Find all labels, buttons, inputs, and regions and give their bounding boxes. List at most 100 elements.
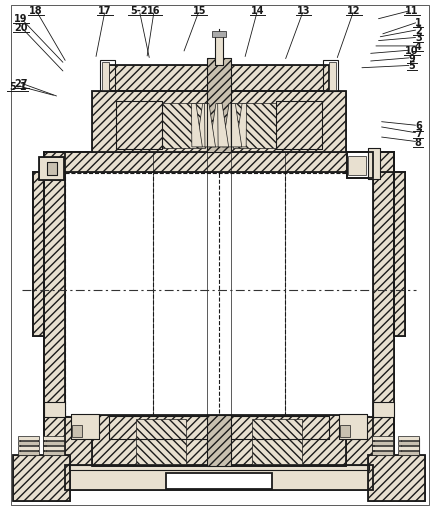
- Bar: [368, 149, 380, 179]
- Bar: [109, 416, 329, 439]
- Bar: [347, 153, 373, 178]
- Text: 19: 19: [14, 14, 28, 24]
- Bar: [398, 436, 419, 440]
- Text: 16: 16: [148, 6, 161, 16]
- Polygon shape: [223, 104, 233, 148]
- Bar: [398, 441, 419, 445]
- Bar: [18, 441, 39, 445]
- Polygon shape: [218, 104, 229, 148]
- Bar: [340, 426, 350, 437]
- Bar: [102, 63, 109, 91]
- Text: 17: 17: [99, 6, 112, 16]
- Bar: [44, 402, 65, 417]
- Text: 6: 6: [415, 121, 422, 131]
- Bar: [368, 456, 425, 501]
- Bar: [166, 473, 272, 489]
- Bar: [92, 92, 346, 153]
- Bar: [368, 149, 380, 179]
- Bar: [372, 451, 393, 456]
- Bar: [276, 102, 322, 150]
- Bar: [215, 33, 223, 66]
- Polygon shape: [191, 104, 202, 148]
- Bar: [20, 438, 38, 456]
- Bar: [92, 415, 346, 466]
- Text: 5-2: 5-2: [131, 6, 148, 16]
- Bar: [233, 103, 276, 149]
- Bar: [109, 66, 329, 92]
- Bar: [33, 173, 44, 336]
- Bar: [215, 33, 223, 66]
- Bar: [71, 414, 99, 439]
- Bar: [373, 153, 394, 466]
- Bar: [44, 417, 394, 466]
- Bar: [373, 153, 394, 466]
- Bar: [401, 438, 419, 456]
- Bar: [162, 103, 205, 149]
- Bar: [252, 419, 302, 464]
- Bar: [116, 102, 162, 150]
- Text: 5: 5: [408, 61, 415, 71]
- Bar: [44, 417, 394, 466]
- Polygon shape: [196, 104, 207, 148]
- Bar: [276, 102, 322, 150]
- Bar: [65, 465, 373, 490]
- Polygon shape: [205, 104, 215, 148]
- Bar: [18, 436, 39, 440]
- Bar: [43, 441, 64, 445]
- Polygon shape: [209, 104, 220, 148]
- Bar: [212, 32, 226, 38]
- Text: 11: 11: [405, 6, 418, 16]
- Bar: [401, 438, 419, 456]
- Bar: [13, 456, 70, 501]
- Bar: [47, 163, 57, 176]
- Bar: [47, 163, 57, 176]
- Bar: [348, 156, 366, 176]
- Bar: [374, 438, 393, 456]
- Bar: [207, 59, 231, 153]
- Bar: [398, 446, 419, 450]
- Bar: [374, 438, 393, 456]
- Bar: [46, 438, 64, 456]
- Text: 3: 3: [415, 33, 422, 43]
- Bar: [43, 451, 64, 456]
- Bar: [116, 102, 162, 150]
- Bar: [339, 414, 367, 439]
- Text: 7: 7: [415, 129, 422, 139]
- Bar: [372, 436, 393, 440]
- Bar: [329, 63, 336, 91]
- Bar: [44, 153, 394, 173]
- Bar: [394, 173, 405, 336]
- Bar: [72, 426, 82, 437]
- Bar: [33, 173, 44, 336]
- Text: 4: 4: [415, 42, 422, 52]
- Text: 13: 13: [297, 6, 310, 16]
- Bar: [207, 59, 231, 153]
- Bar: [46, 438, 64, 456]
- Bar: [100, 61, 115, 92]
- Bar: [18, 451, 39, 456]
- Bar: [394, 173, 405, 336]
- Bar: [33, 173, 44, 336]
- Bar: [44, 153, 394, 173]
- Bar: [43, 446, 64, 450]
- Bar: [92, 92, 346, 153]
- Text: 2: 2: [415, 25, 422, 36]
- Bar: [372, 441, 393, 445]
- Bar: [20, 438, 38, 456]
- Bar: [372, 446, 393, 450]
- Bar: [207, 415, 231, 466]
- Bar: [18, 446, 39, 450]
- Bar: [136, 419, 186, 464]
- Bar: [339, 414, 367, 439]
- Bar: [373, 402, 394, 417]
- Text: 27: 27: [14, 79, 28, 89]
- Bar: [207, 415, 231, 466]
- Text: 15: 15: [193, 6, 206, 16]
- Bar: [44, 153, 394, 466]
- Text: 14: 14: [251, 6, 264, 16]
- Bar: [39, 158, 64, 181]
- Bar: [71, 414, 99, 439]
- Polygon shape: [236, 104, 247, 148]
- Text: 5-1: 5-1: [9, 81, 26, 92]
- Bar: [398, 451, 419, 456]
